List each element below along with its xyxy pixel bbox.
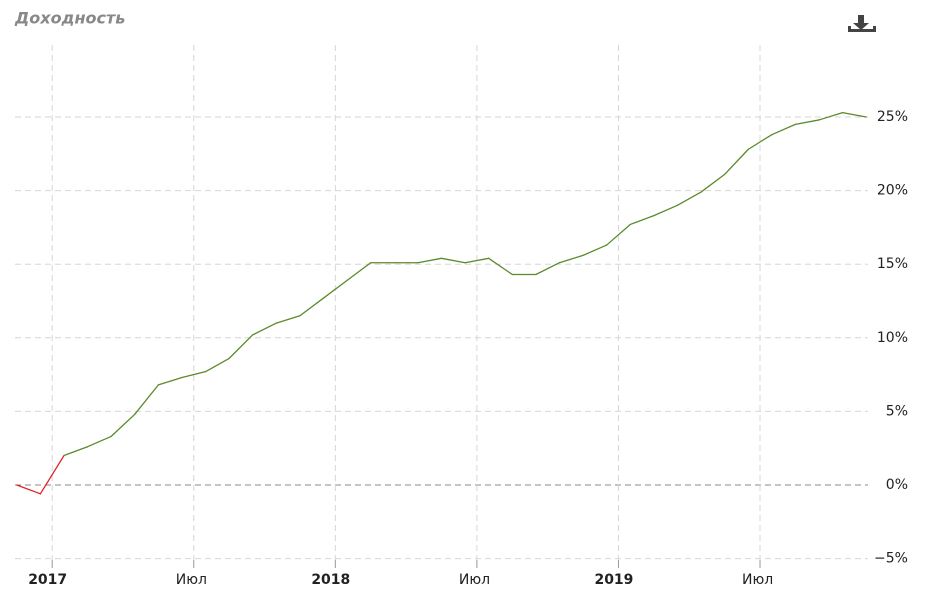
line-segment	[63, 446, 89, 457]
line-segment	[488, 257, 513, 276]
y-tick-label: 0%	[886, 477, 908, 493]
x-tick-label: 2019	[594, 572, 633, 588]
x-tick-label: Июл	[459, 572, 490, 588]
y-tick-label: 15%	[877, 256, 908, 272]
line-segment	[606, 223, 631, 246]
x-tick-label: Июл	[176, 572, 207, 588]
line-segment	[275, 315, 301, 324]
line-segment	[322, 279, 348, 299]
line-segment	[676, 191, 702, 206]
line-segment	[700, 173, 726, 193]
line-segment	[464, 257, 490, 264]
line-segment	[653, 204, 679, 217]
y-tick-label: 5%	[886, 403, 908, 419]
x-tick-label: Июл	[742, 572, 773, 588]
line-segment	[417, 257, 443, 264]
line-segment	[134, 384, 160, 415]
line-segment	[39, 454, 65, 495]
line-segment	[86, 435, 112, 448]
line-segment	[440, 257, 466, 264]
download-tray	[848, 26, 876, 32]
line-segment	[16, 484, 42, 495]
line-segment	[299, 297, 325, 317]
line-segment	[747, 134, 773, 151]
download-button[interactable]	[844, 10, 880, 38]
line-segment	[558, 254, 584, 264]
line-segment	[228, 334, 254, 360]
line-segment	[252, 322, 277, 336]
y-tick-label: −5%	[874, 551, 908, 567]
line-segment	[629, 214, 655, 226]
line-segment	[110, 413, 136, 438]
line-segment	[841, 111, 867, 118]
chart-title: Доходность	[14, 9, 125, 28]
line-segment	[181, 370, 207, 379]
line-segment	[794, 119, 820, 126]
y-tick-label: 25%	[877, 109, 908, 125]
line-segment	[535, 262, 561, 276]
line-segment	[204, 357, 230, 373]
y-tick-label: 10%	[877, 330, 908, 346]
x-tick-label: 2017	[28, 572, 67, 588]
line-segment	[346, 262, 372, 282]
line-segment	[157, 376, 183, 386]
line-segment	[771, 123, 797, 136]
y-tick-label: 20%	[877, 183, 908, 199]
line-segment	[723, 148, 749, 176]
line-segment	[818, 111, 844, 121]
x-tick-label: 2018	[311, 572, 350, 588]
line-segment	[582, 244, 608, 257]
download-arrow	[853, 15, 869, 30]
